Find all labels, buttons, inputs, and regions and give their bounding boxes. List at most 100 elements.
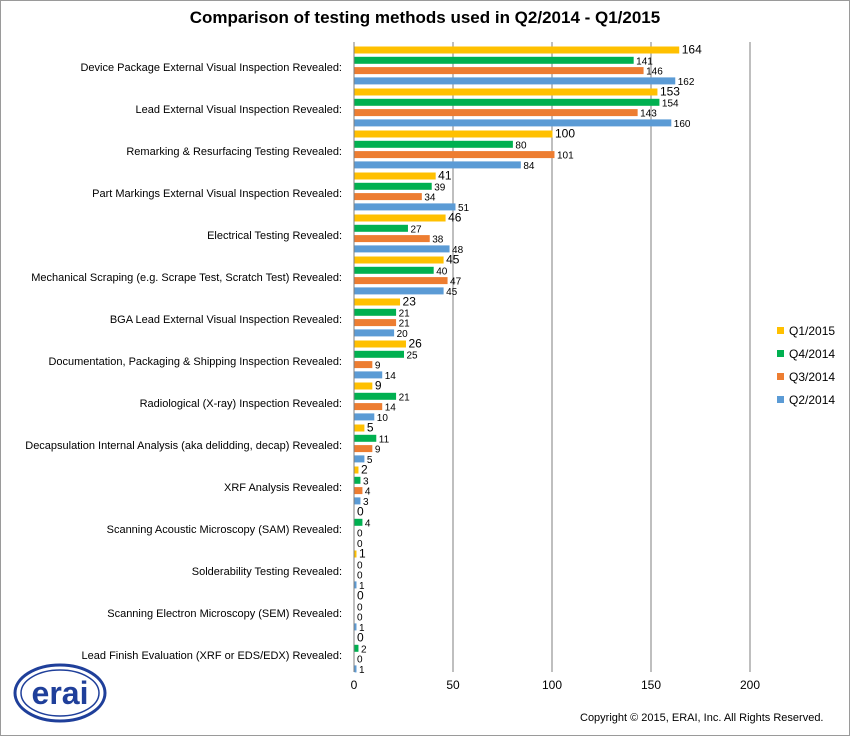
data-label: 46 [448, 211, 462, 225]
bar [354, 109, 638, 117]
legend-swatch [777, 396, 784, 403]
data-label: 39 [434, 182, 446, 193]
copyright-text: Copyright © 2015, ERAI, Inc. All Rights … [580, 712, 824, 724]
x-tick-label: 150 [641, 678, 661, 692]
bar [354, 287, 444, 295]
bar [354, 203, 456, 211]
data-label: 3 [363, 497, 369, 508]
bar [354, 119, 672, 127]
category-label: Lead Finish Evaluation (XRF or EDS/EDX) … [82, 650, 342, 662]
legend-swatch [777, 350, 784, 357]
bar [354, 550, 357, 558]
data-label: 10 [377, 413, 389, 424]
category-label: Mechanical Scraping (e.g. Scrape Test, S… [31, 272, 342, 284]
category-label: Solderability Testing Revealed: [192, 566, 342, 578]
bar [354, 340, 406, 348]
bar [354, 308, 397, 316]
x-tick-label: 200 [740, 678, 760, 692]
data-label: 141 [636, 56, 653, 67]
bar [354, 245, 450, 253]
data-label: 41 [438, 169, 452, 183]
category-label: Radiological (X-ray) Inspection Revealed… [140, 398, 342, 410]
data-label: 21 [399, 319, 411, 330]
data-label: 23 [403, 295, 417, 309]
data-label: 0 [357, 613, 363, 624]
bar [354, 434, 377, 442]
x-tick-label: 0 [351, 678, 358, 692]
data-label: 4 [365, 487, 371, 498]
logo-text: erai [32, 675, 89, 711]
data-label: 0 [357, 602, 363, 613]
data-label: 5 [367, 455, 373, 466]
bar [354, 161, 521, 169]
data-label: 5 [367, 421, 374, 435]
bar [354, 151, 555, 159]
data-label: 0 [357, 560, 363, 571]
bar [354, 329, 395, 337]
category-label: BGA Lead External Visual Inspection Reve… [110, 314, 342, 326]
data-label: 47 [450, 277, 462, 288]
bar [354, 140, 513, 148]
data-label: 4 [365, 518, 371, 529]
bar [354, 67, 644, 75]
data-label: 9 [375, 445, 381, 456]
bar [354, 224, 408, 232]
legend-label: Q1/2015 [789, 324, 835, 338]
bar [354, 371, 383, 379]
data-label: 0 [357, 529, 363, 540]
bar [354, 56, 634, 64]
bar [354, 476, 361, 484]
bar [354, 277, 448, 285]
data-label: 0 [357, 539, 363, 550]
data-label: 143 [640, 109, 657, 120]
x-tick-label: 50 [446, 678, 460, 692]
bar [354, 130, 553, 138]
data-label: 153 [660, 85, 680, 99]
data-label: 51 [458, 203, 470, 214]
data-label: 11 [379, 434, 390, 445]
data-label: 0 [357, 589, 364, 603]
bar [354, 413, 375, 421]
bar [354, 182, 432, 190]
data-label: 48 [452, 245, 464, 256]
category-label: Part Markings External Visual Inspection… [92, 188, 342, 200]
data-label: 9 [375, 361, 381, 372]
bar [354, 382, 373, 390]
data-label: 25 [407, 350, 419, 361]
bar [354, 361, 373, 369]
data-label: 20 [397, 329, 409, 340]
bar [354, 235, 430, 243]
bar [354, 298, 401, 306]
legend-swatch [777, 373, 784, 380]
category-label: Documentation, Packaging & Shipping Insp… [48, 356, 342, 368]
category-label: Scanning Electron Microscopy (SEM) Revea… [107, 608, 342, 620]
bar [354, 350, 404, 358]
bar [354, 319, 397, 327]
data-label: 26 [408, 337, 422, 351]
category-label: Electrical Testing Revealed: [207, 230, 342, 242]
data-label: 101 [557, 151, 574, 162]
category-label: Device Package External Visual Inspectio… [80, 62, 342, 74]
bar [354, 266, 434, 274]
data-label: 9 [375, 379, 382, 393]
legend-label: Q4/2014 [789, 347, 835, 361]
category-label: Decapsulation Internal Analysis (aka del… [25, 440, 342, 452]
bar [354, 46, 680, 54]
data-label: 164 [682, 43, 702, 57]
data-label: 14 [385, 403, 397, 414]
data-label: 100 [555, 127, 575, 141]
bar [354, 445, 373, 453]
bar [354, 172, 436, 180]
bar [354, 497, 361, 505]
bar [354, 665, 357, 673]
data-label: 160 [674, 119, 691, 130]
bar [354, 644, 359, 652]
bar [354, 518, 363, 526]
category-label: Lead External Visual Inspection Revealed… [136, 104, 343, 116]
bar [354, 193, 422, 201]
erai-logo: erai [12, 662, 108, 724]
data-label: 146 [646, 67, 663, 78]
x-tick-label: 100 [542, 678, 562, 692]
data-label: 80 [515, 140, 527, 151]
